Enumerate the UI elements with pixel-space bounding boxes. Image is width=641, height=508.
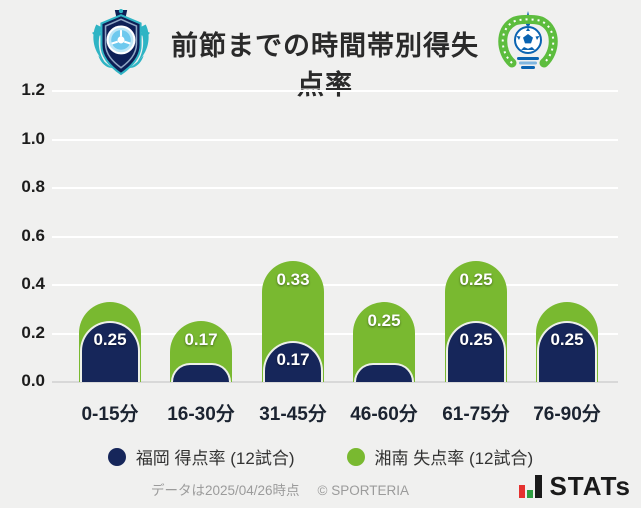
y-tick-label: 0.2 xyxy=(21,323,45,342)
x-tick-label: 16-30分 xyxy=(167,404,235,425)
shonan-bellmare-crest-icon xyxy=(498,11,558,69)
bar-segment-fukuoka xyxy=(80,321,140,382)
bar-value-label-shonan: 0.17 xyxy=(184,330,218,349)
y-tick-label: 0.8 xyxy=(21,177,45,196)
x-tick-label: 76-90分 xyxy=(533,404,601,425)
gridline-1.2 xyxy=(52,90,618,92)
x-tick-label: 31-45分 xyxy=(259,404,327,425)
stats-logo-bars-icon xyxy=(519,475,543,498)
gridline-0.2 xyxy=(52,333,618,335)
data-source-note: データは2025/04/26時点 © SPORTERIA xyxy=(0,479,560,499)
bar-segment-fukuoka xyxy=(354,363,414,382)
y-tick-label: 0.6 xyxy=(21,226,45,245)
gridline-0.8 xyxy=(52,187,618,189)
bar-value-label-shonan: 0.25 xyxy=(367,311,401,330)
stats-logo-wordmark: STATs xyxy=(549,471,631,501)
gridline-0.0 xyxy=(52,381,618,383)
legend-item: 湘南 失点率 (12試合) xyxy=(346,444,534,469)
data-date: データは2025/04/26時点 xyxy=(150,483,300,498)
stats-brand-logo: STATs xyxy=(515,471,635,502)
legend-dot-icon xyxy=(346,447,365,466)
y-tick-label: 0.4 xyxy=(21,274,45,293)
gridline-1.0 xyxy=(52,139,618,141)
bar-value-label-fukuoka: 0.17 xyxy=(276,350,310,369)
copyright: © SPORTERIA xyxy=(317,483,410,498)
legend-item: 福岡 得点率 (12試合) xyxy=(107,444,295,469)
chart-legend: 福岡 得点率 (12試合) 湘南 失点率 (12試合) xyxy=(0,444,641,469)
x-tick-label: 61-75分 xyxy=(442,404,510,425)
x-tick-label: 46-60分 xyxy=(350,404,418,425)
y-tick-label: 0.0 xyxy=(21,371,45,390)
bar-segment-fukuoka xyxy=(171,363,231,382)
bar-value-label-fukuoka: 0.25 xyxy=(550,330,584,349)
avispa-fukuoka-crest-icon xyxy=(92,9,150,76)
legend-label: 湘南 失点率 (12試合) xyxy=(374,449,534,468)
gridline-0.4 xyxy=(52,284,618,286)
y-tick-label: 1.0 xyxy=(21,129,45,148)
page-title: 前節までの時間帯別得失点率 xyxy=(171,31,479,100)
gridline-0.6 xyxy=(52,236,618,238)
legend-dot-icon xyxy=(107,447,126,466)
bar-value-label-fukuoka: 0.25 xyxy=(459,330,493,349)
bar-value-label-shonan: 0.25 xyxy=(459,270,493,289)
y-tick-label: 1.2 xyxy=(21,80,45,99)
legend-label: 福岡 得点率 (12試合) xyxy=(135,449,295,468)
bar-segment-fukuoka xyxy=(537,321,597,382)
bar-value-label-fukuoka: 0.25 xyxy=(93,330,127,349)
x-tick-label: 0-15分 xyxy=(81,404,139,425)
bar-segment-fukuoka xyxy=(446,321,506,382)
bar-value-label-shonan: 0.33 xyxy=(276,270,310,289)
